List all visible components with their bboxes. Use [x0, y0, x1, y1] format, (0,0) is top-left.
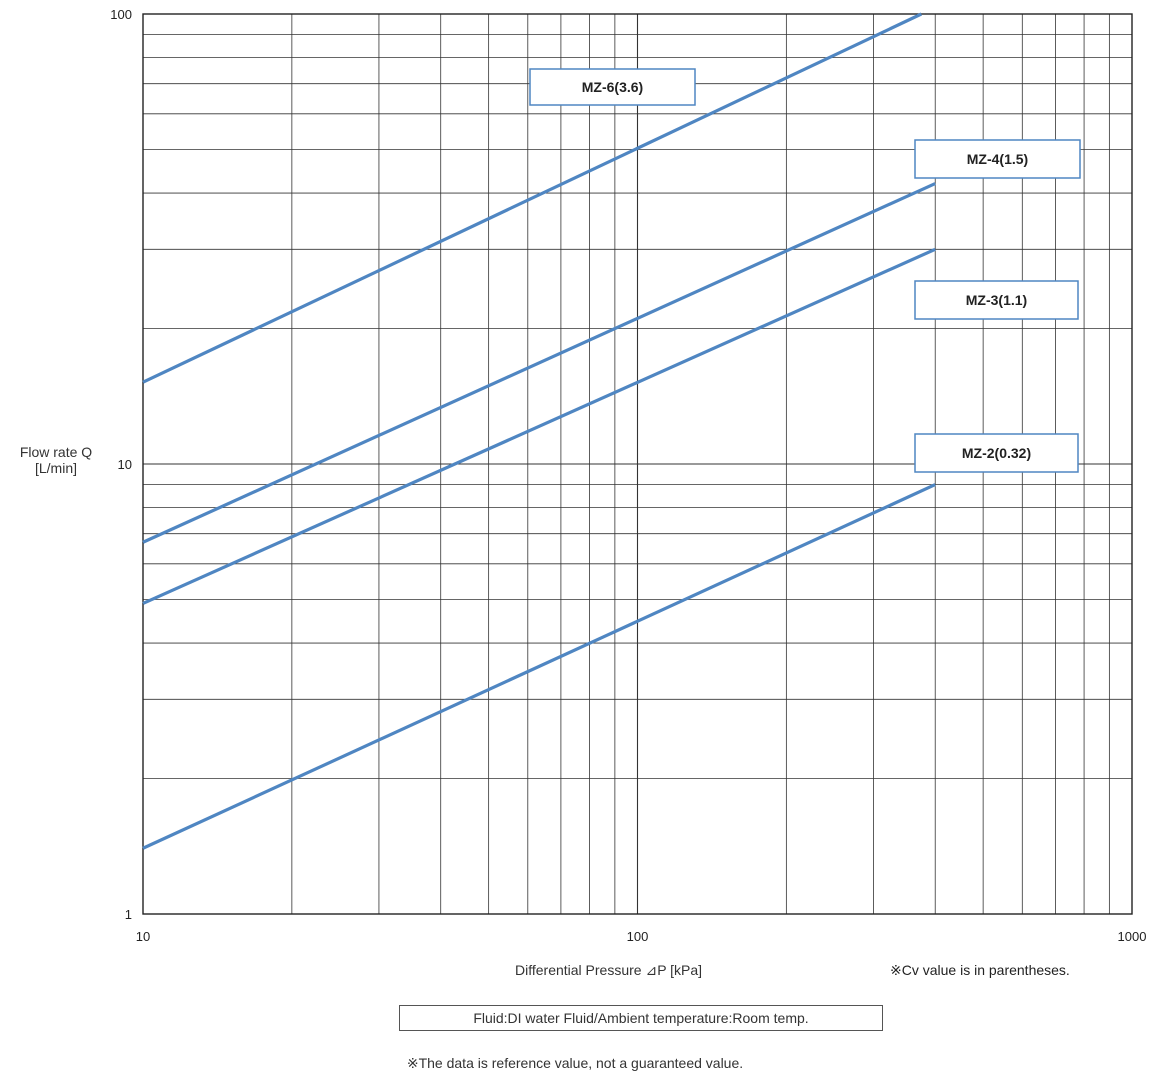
reference-note: ※The data is reference value, not a guar… [406, 1055, 744, 1071]
x-tick-label: 100 [627, 929, 649, 944]
series-line-4 [142, 483, 936, 850]
series-line-3 [142, 247, 936, 605]
y-axis-label-line2: [L/min] [34, 460, 77, 476]
series-line-2 [142, 182, 936, 544]
series-label-box-3 [914, 280, 1079, 320]
series-label-box-2 [914, 139, 1081, 179]
series-lines [142, 12, 936, 850]
y-tick-label: 100 [110, 7, 132, 22]
y-axis-label: Flow rate Q [L/min] [4, 444, 108, 476]
fluid-conditions: Fluid:DI water Fluid/Ambient temperature… [399, 1005, 883, 1031]
y-tick-label: 1 [125, 907, 132, 922]
x-tick-label: 1000 [1118, 929, 1147, 944]
series-label-4: MZ-2(0.32) [962, 445, 1031, 461]
series-labels: MZ-6(3.6) MZ-4(1.5) MZ-3(1.1) MZ-2(0.32) [529, 68, 1081, 473]
x-axis-label: Differential Pressure ⊿P [kPa] [515, 962, 703, 978]
y-tick-label: 10 [118, 457, 132, 472]
cv-note: ※Cv value is in parentheses. [890, 962, 1070, 978]
plot-frame [142, 13, 1133, 915]
series-label-box-4 [914, 433, 1079, 473]
series-label-box-1 [529, 68, 696, 106]
series-label-3: MZ-3(1.1) [966, 292, 1027, 308]
series-label-2: MZ-4(1.5) [967, 151, 1028, 167]
series-label-1: MZ-6(3.6) [582, 79, 643, 95]
y-axis-label-line1: Flow rate Q [19, 444, 93, 460]
tick-labels: 10 100 1000 1 10 100 [110, 7, 1146, 944]
series-line-1 [142, 12, 923, 384]
x-tick-label: 10 [136, 929, 150, 944]
